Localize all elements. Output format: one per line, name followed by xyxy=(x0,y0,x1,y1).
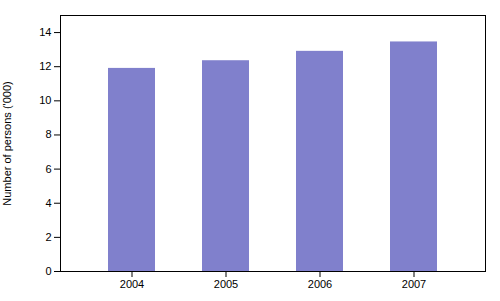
svg-text:8: 8 xyxy=(45,128,51,140)
svg-text:2006: 2006 xyxy=(308,278,332,290)
svg-text:10: 10 xyxy=(39,94,51,106)
svg-text:6: 6 xyxy=(45,163,51,175)
svg-text:2007: 2007 xyxy=(402,278,426,290)
svg-text:Number of persons ('000): Number of persons ('000) xyxy=(1,81,13,205)
svg-text:14: 14 xyxy=(39,26,51,38)
svg-text:4: 4 xyxy=(45,197,51,209)
svg-text:0: 0 xyxy=(45,265,51,277)
svg-text:2004: 2004 xyxy=(120,278,144,290)
svg-text:12: 12 xyxy=(39,60,51,72)
svg-text:2005: 2005 xyxy=(214,278,238,290)
svg-text:2: 2 xyxy=(45,231,51,243)
